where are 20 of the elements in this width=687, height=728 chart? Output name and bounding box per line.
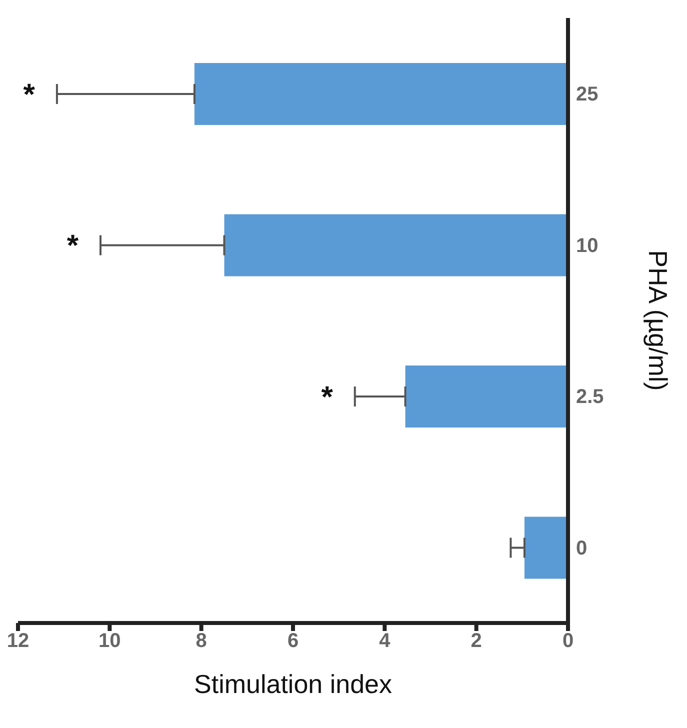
x-tick-label: 0 [562,630,574,652]
annotation: * [321,380,334,414]
annotation: * [66,230,79,263]
y-tick-label: 10 [576,234,598,257]
x-tick-label: 12 [6,630,30,652]
x-axis-title: Stimulation index [194,669,392,699]
x-tick-label: 10 [98,630,121,652]
bar [524,516,568,579]
bar [194,63,568,125]
y-tick-label: 2.5 [576,386,604,408]
bar [224,214,568,276]
annotation: * [23,78,36,112]
y-tick-label: 25 [576,84,598,106]
x-tick-label: 8 [196,630,207,652]
y-axis-title: PHA (µg/ml) [642,250,673,391]
bar [405,366,568,428]
x-tick-label: 6 [287,630,299,652]
y-tick-label: 0 [576,537,588,560]
x-tick-label: 4 [379,630,392,652]
x-tick-label: 2 [470,630,482,652]
